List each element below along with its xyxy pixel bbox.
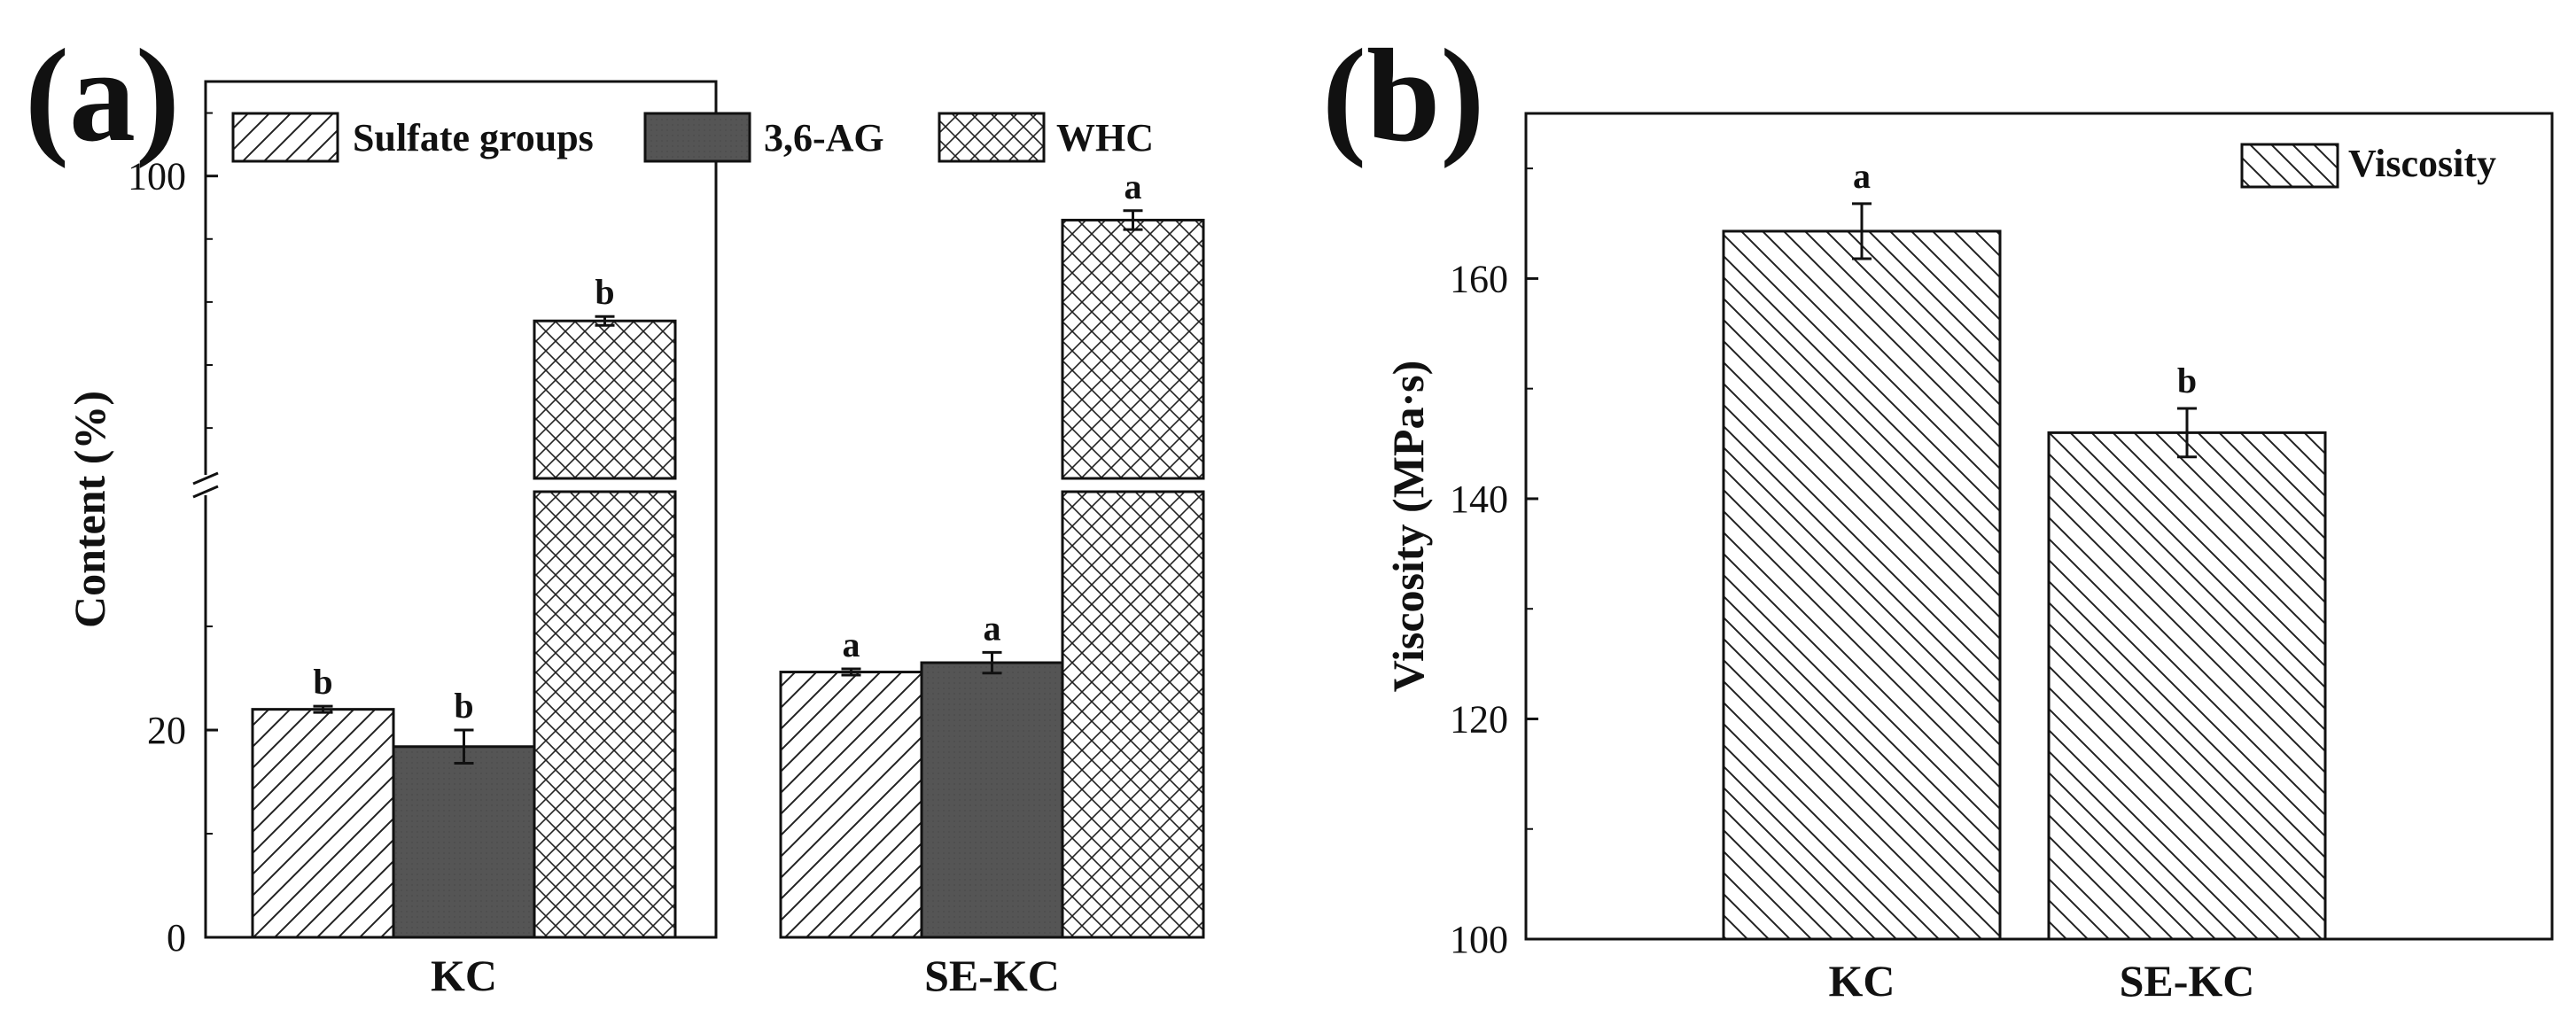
bar-3-6-ag-se-kc-significance-label: a xyxy=(984,608,1001,648)
x-tick-label-b-se-kc: SE-KC xyxy=(2120,956,2255,1006)
y-tick-label-b-140: 140 xyxy=(1450,478,1508,521)
legend-swatch-whc xyxy=(938,112,1046,163)
plot-frame-a xyxy=(204,80,718,939)
bar-3-6-ag-kc xyxy=(392,745,536,939)
legend-label-viscosity: Viscosity xyxy=(2348,142,2496,185)
axis-break-mark-bottom xyxy=(192,485,219,499)
x-tick-label-se-kc: SE-KC xyxy=(924,951,1060,1000)
y-tick-label-b-100: 100 xyxy=(1450,918,1508,961)
bar-sulfate-groups-kc xyxy=(251,708,395,939)
y-tick-label-a-20: 20 xyxy=(147,709,186,752)
legend-label-3-6-ag: 3,6-AG xyxy=(764,116,884,159)
y-axis-title-a: Content (%) xyxy=(65,391,114,628)
panel-a-chart: b b b KC a a a SE-KC 0 20 100 Content (%) Sulfate gr… xyxy=(65,80,1205,1000)
axis-break-mark-top xyxy=(192,471,219,485)
bar-whc-kc-significance-label: b xyxy=(595,272,614,312)
bar-whc-se-kc-upper xyxy=(1061,218,1205,480)
legend-label-sulfate-groups: Sulfate groups xyxy=(353,116,594,159)
bar-whc-se-kc-significance-label: a xyxy=(1125,167,1142,206)
bar-sulfate-groups-se-kc xyxy=(779,671,923,939)
legend-label-whc: WHC xyxy=(1056,116,1154,159)
bar-whc-kc-upper xyxy=(533,319,677,480)
panel-b-chart: a KC b SE-KC 100 120 140 160 Viscosity (MPa·s) Vi… xyxy=(1383,112,2554,1006)
bar-3-6-ag-kc-significance-label: b xyxy=(454,686,473,726)
bar-viscosity-kc xyxy=(1722,229,2002,941)
bar-whc-kc-lower xyxy=(533,490,677,939)
plot-frame-b xyxy=(1524,112,2554,941)
y-axis-title-b: Viscosity (MPa·s) xyxy=(1383,361,1433,692)
bar-viscosity-se-kc xyxy=(2047,431,2327,941)
y-tick-label-a-100: 100 xyxy=(128,155,186,198)
legend-swatch-3-6-ag xyxy=(643,112,751,163)
bar-3-6-ag-se-kc xyxy=(920,661,1064,939)
panel-a-label: (a) xyxy=(25,22,180,169)
y-tick-label-a-0: 0 xyxy=(167,916,186,959)
panel-b-label: (b) xyxy=(1322,22,1484,169)
legend-swatch-sulfate-groups xyxy=(231,112,339,163)
legend-swatch-viscosity xyxy=(2240,143,2339,189)
bar-whc-se-kc-lower xyxy=(1061,490,1205,939)
bar-viscosity-kc-significance-label: a xyxy=(1853,156,1871,196)
x-tick-label-b-kc: KC xyxy=(1829,956,1895,1006)
bar-sulfate-groups-kc-significance-label: b xyxy=(313,662,332,702)
x-tick-label-kc: KC xyxy=(431,951,497,1000)
y-tick-label-b-120: 120 xyxy=(1450,697,1508,741)
bar-viscosity-se-kc-significance-label: b xyxy=(2177,361,2197,400)
bar-sulfate-groups-se-kc-significance-label: a xyxy=(843,625,860,664)
y-tick-label-b-160: 160 xyxy=(1450,257,1508,300)
